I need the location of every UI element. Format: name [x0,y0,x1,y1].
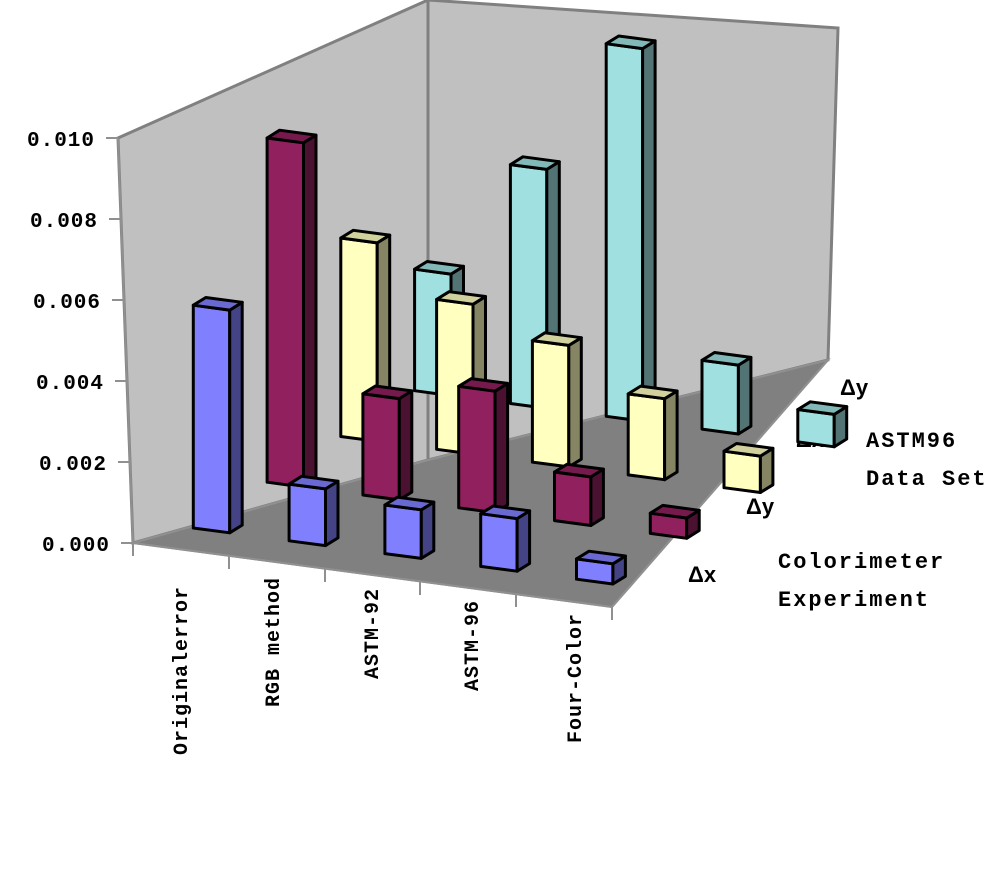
bars-layer [191,34,849,586]
bar-top-face [722,442,775,458]
group-label-colorimeter-line2: Experiment [778,588,930,613]
bar-side-face [228,300,244,535]
bar [530,331,583,469]
bar [575,549,627,586]
bar [648,503,701,540]
bar-front-face [479,512,519,573]
bar-front-face [457,384,497,515]
bar [553,462,605,527]
bar-front-face [604,42,645,423]
bar-side-face [641,39,657,423]
bar [361,384,414,502]
bar-side-face [493,381,510,515]
bar-top-face [265,128,318,145]
bar [191,296,244,535]
bar-top-face [575,549,627,566]
y-tick-marks [106,137,133,544]
x-axis-line [132,542,613,608]
bar-front-face [722,449,762,494]
bar [626,384,679,482]
bar-side-face [589,467,605,527]
bar [457,377,510,515]
bar-front-face [361,392,401,502]
bar-top-face [700,351,753,367]
bar-top-face [648,503,701,520]
bar [287,474,340,548]
depth-axis-line [611,359,829,608]
bar-top-face [361,384,414,401]
bar-side-face [736,355,753,436]
group-label-astm96-line1: ASTM96 [866,429,957,454]
bar-side-face [419,500,436,560]
y-tick-label: 0.000 [42,535,110,558]
bar-top-face [339,228,392,245]
bar-side-face [663,389,679,482]
bar-top-face [553,462,605,479]
bar [700,351,753,436]
bar-front-face [553,470,593,527]
bar [604,34,657,423]
bar-top-face [383,495,436,512]
bar [479,504,532,573]
bar-top-face [457,377,510,393]
bar-front-face [700,358,740,436]
y-tick-label: 0.010 [27,130,95,153]
bar-top-face [479,504,532,521]
bar-top-face [435,290,487,306]
row-label-4: Δy [840,375,869,400]
bar-front-face [383,503,423,560]
bar-top-face [413,260,465,276]
y-tick-labels: 0.000 0.002 0.004 0.006 0.008 0.010 [27,130,110,558]
bar-side-face [302,133,318,489]
bar-front-face [191,303,232,535]
svg-text:Δy: Δy [840,375,869,400]
category-label: Originalerror [171,586,194,755]
bar-side-face [515,509,532,573]
bar-top-face [191,296,244,312]
category-label: RGB method [263,577,286,707]
bar-front-face [287,482,327,548]
category-label: Four-Color [565,613,588,743]
group-label-colorimeter-line1: Colorimeter [778,550,945,575]
category-label: ASTM-96 [462,600,485,691]
bar-side-face [397,389,414,502]
y-tick-label: 0.006 [33,292,101,315]
bar [383,495,436,560]
row-label-1: Δx [688,562,717,587]
bar-side-face [567,336,583,469]
svg-text:Δx: Δx [688,562,717,587]
group-label-astm96-line2: Data Set [866,467,988,492]
bar [265,128,318,489]
bar-top-face [796,400,849,416]
bar-front-face [530,339,571,469]
bar-side-face [324,479,340,548]
bar-top-face [508,155,561,171]
x-category-labels: Originalerror RGB method ASTM-92 ASTM-96… [171,577,588,755]
bar-top-face [287,474,340,491]
y-tick-label: 0.002 [39,454,107,477]
bar-top-face [626,384,679,401]
bar-front-face [265,136,305,489]
x-tick-marks [132,543,613,620]
y-axis-line [117,137,134,544]
y-tick-label: 0.004 [36,373,104,396]
bar-top-face [530,331,583,347]
category-label: ASTM-92 [362,588,385,679]
y-tick-label: 0.008 [30,211,98,234]
row-label-2: Δy [746,494,775,519]
svg-text:Δy: Δy [746,494,775,519]
bar-front-face [626,392,667,482]
bar [722,442,775,494]
bar [796,400,849,449]
bar-top-face [604,34,657,51]
